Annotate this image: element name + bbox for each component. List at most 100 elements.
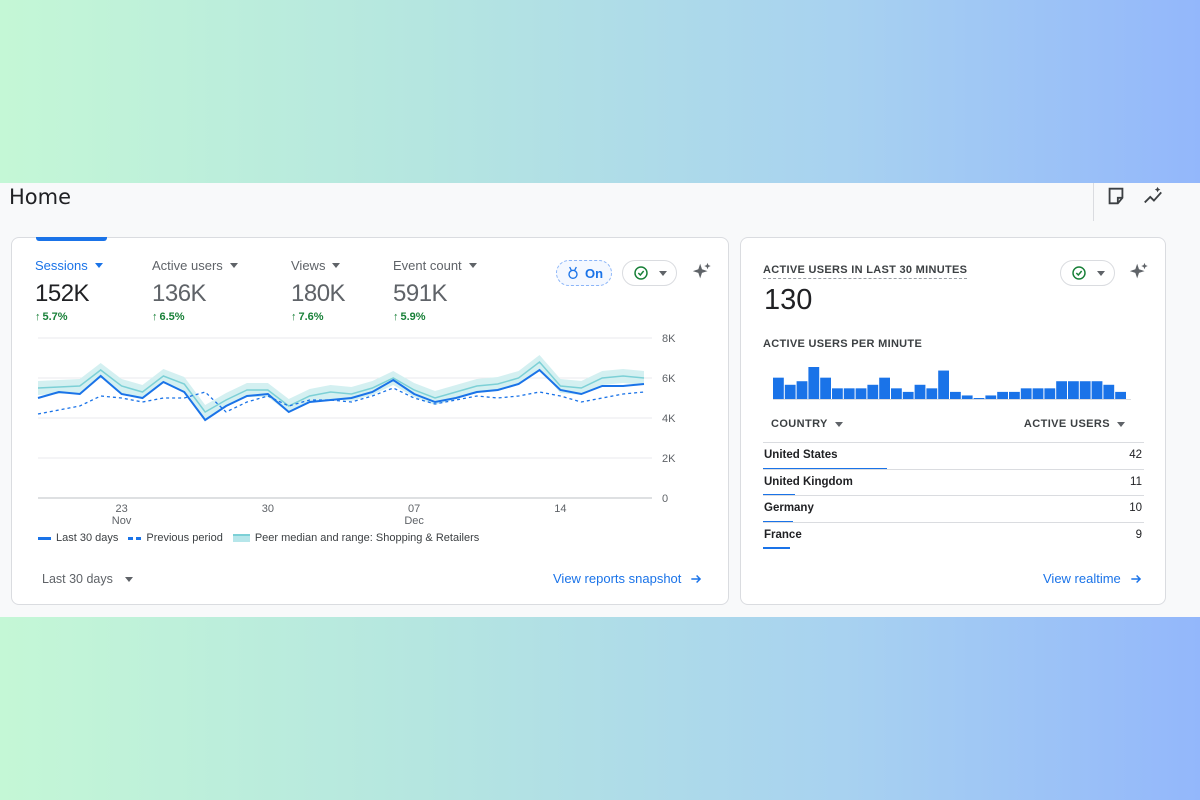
- x-tick-label: 07: [408, 503, 420, 515]
- benchmark-toggle-label: On: [584, 265, 604, 281]
- per-minute-bar: [796, 381, 808, 399]
- date-range-dropdown[interactable]: Last 30 days: [42, 572, 133, 586]
- chevron-down-icon: [332, 263, 341, 268]
- table-row[interactable]: Germany 10: [763, 495, 1144, 523]
- realtime-value: 130: [764, 284, 813, 316]
- metric-value: 180K: [291, 280, 346, 307]
- arrow-right-icon: [691, 574, 702, 583]
- per-minute-bar: [832, 388, 843, 399]
- notes-icon[interactable]: [1105, 185, 1127, 207]
- check-circle-icon: [1071, 266, 1086, 280]
- country-count: 11: [1130, 475, 1142, 488]
- realtime-title: ACTIVE USERS IN LAST 30 MINUTES: [763, 264, 968, 279]
- x-tick-label: 30: [262, 503, 274, 515]
- metric-tab-sessions[interactable]: Sessions 152K ↑ 5.7%: [35, 258, 103, 323]
- metric-value: 591K: [393, 280, 448, 307]
- sparkle-icon[interactable]: [691, 261, 713, 283]
- view-realtime-link[interactable]: View realtime: [1043, 571, 1143, 586]
- chevron-down-icon: [834, 421, 843, 427]
- country-name: Germany: [764, 502, 814, 514]
- per-minute-bar: [867, 384, 879, 399]
- x-tick-label: 23: [115, 503, 127, 515]
- table-row[interactable]: France 9: [763, 521, 1144, 549]
- per-minute-bar: [1009, 391, 1020, 399]
- check-circle-icon: [633, 266, 648, 280]
- data-quality-dropdown[interactable]: [1060, 260, 1115, 286]
- previous-period-line: [37, 387, 645, 415]
- y-tick-label: 6K: [662, 373, 676, 385]
- metric-tab-active-users[interactable]: Active users 136K ↑ 6.5%: [152, 258, 238, 323]
- per-minute-bar: [938, 370, 949, 399]
- country-count: 9: [1135, 528, 1142, 541]
- table-row[interactable]: United Kingdom 11: [763, 468, 1144, 496]
- insights-icon[interactable]: [1142, 185, 1164, 207]
- award-icon: [568, 266, 578, 279]
- x-tick-month: Nov: [112, 515, 132, 527]
- per-minute-bar: [926, 388, 938, 399]
- metric-tab-event-count[interactable]: Event count 591K ↑ 5.9%: [393, 258, 477, 323]
- legend-item-previous: Previous period: [128, 532, 223, 544]
- per-minute-bar: [1103, 384, 1115, 399]
- arrow-right-icon: [1131, 574, 1141, 583]
- per-minute-bar: [973, 398, 985, 399]
- benchmark-toggle[interactable]: On: [556, 260, 612, 286]
- arrow-up-icon: ↑: [393, 311, 399, 323]
- country-name: France: [764, 528, 802, 541]
- metric-label: Views: [291, 258, 345, 273]
- per-minute-bar: [843, 388, 855, 399]
- chevron-down-icon: [229, 263, 238, 268]
- per-minute-bar: [808, 367, 820, 399]
- home-panel: Home Sessions 152K ↑ 5.7% Active users 13…: [0, 183, 1200, 617]
- per-minute-bar: [891, 388, 902, 399]
- legend-swatch: [232, 534, 250, 542]
- metric-tab-views[interactable]: Views 180K ↑ 7.6%: [291, 258, 346, 323]
- per-minute-bar: [902, 391, 914, 399]
- legend-swatch: [38, 536, 51, 540]
- per-minute-bar: [1056, 381, 1067, 399]
- country-name: United Kingdom: [764, 475, 853, 488]
- per-minute-bar: [784, 384, 796, 399]
- country-column-header[interactable]: COUNTRY: [771, 418, 843, 430]
- active-users-column-header[interactable]: ACTIVE USERS: [1024, 418, 1125, 430]
- y-tick-label: 4K: [662, 413, 676, 425]
- metric-label: Event count: [393, 258, 477, 273]
- sparkle-icon[interactable]: [1128, 261, 1150, 283]
- metric-label: Sessions: [35, 258, 103, 273]
- per-minute-bar: [820, 377, 831, 399]
- per-minute-bar: [1091, 381, 1103, 399]
- overview-card: Sessions 152K ↑ 5.7% Active users 136K ↑ 6…: [11, 237, 729, 605]
- country-count: 42: [1129, 449, 1142, 461]
- per-minute-bar: [1115, 391, 1126, 399]
- table-row[interactable]: United States 42: [763, 442, 1144, 470]
- per-minute-bar: [855, 388, 867, 399]
- metric-value: 152K: [35, 280, 90, 307]
- arrow-up-icon: ↑: [35, 311, 41, 323]
- active-tab-indicator: [36, 237, 107, 241]
- share-bar: [763, 547, 790, 549]
- metric-change: ↑ 5.7%: [35, 311, 68, 323]
- per-minute-bar: [1079, 381, 1091, 399]
- view-reports-snapshot-link[interactable]: View reports snapshot: [553, 571, 703, 586]
- peer-median-line: [37, 360, 645, 413]
- chevron-down-icon: [124, 576, 133, 582]
- per-minute-bar: [914, 384, 926, 399]
- per-minute-title: ACTIVE USERS PER MINUTE: [763, 338, 923, 350]
- per-minute-bar: [879, 377, 890, 399]
- chevron-down-icon: [658, 270, 667, 276]
- country-table: United States 42 United Kingdom 11 Germa…: [763, 442, 1144, 549]
- toolbar-divider: [1093, 183, 1094, 221]
- chevron-down-icon: [1096, 270, 1105, 276]
- chart-legend: Last 30 days Previous period Peer median…: [38, 532, 479, 544]
- chevron-down-icon: [468, 263, 477, 268]
- data-quality-dropdown[interactable]: [622, 260, 677, 286]
- per-minute-bar: [1068, 381, 1079, 399]
- arrow-up-icon: ↑: [152, 311, 158, 323]
- chevron-down-icon: [94, 263, 103, 268]
- per-minute-bar: [997, 391, 1008, 399]
- per-minute-chart: [773, 367, 1131, 400]
- metric-value: 136K: [152, 280, 207, 307]
- per-minute-bar: [950, 391, 961, 399]
- country-name: United States: [764, 449, 838, 461]
- per-minute-bar: [1044, 388, 1056, 399]
